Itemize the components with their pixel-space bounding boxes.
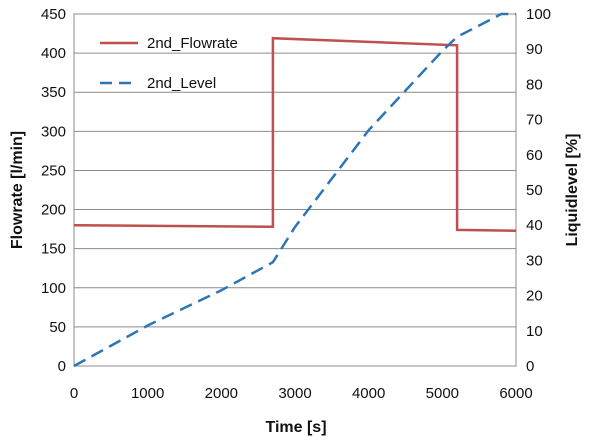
y2-tick-label: 70 — [526, 112, 543, 129]
y-tick-label: 450 — [41, 6, 66, 23]
y2-tick-label: 10 — [526, 323, 543, 340]
y2-tick-label: 80 — [526, 76, 543, 93]
y-tick-label: 0 — [58, 358, 66, 375]
y2-axis-title: Liquidlevel [%] — [564, 134, 581, 247]
legend: 2nd_Flowrate 2nd_Level — [100, 35, 238, 92]
y-tick-label: 150 — [41, 241, 66, 258]
y-axis-title: Flowrate [l/min] — [9, 131, 26, 249]
legend-label-flowrate: 2nd_Flowrate — [147, 35, 238, 52]
y-tick-label: 350 — [41, 84, 66, 101]
plot-area — [73, 13, 517, 367]
y2-tick-label: 50 — [526, 182, 543, 199]
series-line-2nd-flowrate — [73, 36, 517, 232]
y2-tick-label: 0 — [526, 358, 534, 375]
y-tick-label: 50 — [49, 319, 66, 336]
x-axis-title: Time [s] — [265, 419, 326, 436]
y2-tick-label: 60 — [526, 147, 543, 164]
y-tick-label: 200 — [41, 202, 66, 219]
x-tick-label: 4000 — [352, 385, 385, 402]
x-tick-label: 2000 — [205, 385, 238, 402]
x-tick-label: 3000 — [278, 385, 311, 402]
x-tick-label: 6000 — [499, 385, 532, 402]
y-tick-label: 400 — [41, 45, 66, 62]
tick-labels: 0 50 100 150 200 250 300 350 400 450 0 10 20 30 40 50 60… — [41, 6, 551, 402]
y2-tick-label: 100 — [526, 6, 551, 23]
y2-tick-label: 30 — [526, 252, 543, 269]
x-tick-label: 5000 — [426, 385, 459, 402]
legend-label-level: 2nd_Level — [147, 75, 216, 92]
y-tick-label: 100 — [41, 280, 66, 297]
y-tick-label: 250 — [41, 162, 66, 179]
x-tick-label: 0 — [70, 385, 78, 402]
series-layer — [73, 12, 517, 368]
y2-tick-label: 40 — [526, 217, 543, 234]
series-line-2nd-level — [73, 12, 516, 368]
y2-tick-label: 90 — [526, 41, 543, 58]
y2-tick-label: 20 — [526, 288, 543, 305]
y-tick-label: 300 — [41, 123, 66, 140]
x-tick-label: 1000 — [131, 385, 164, 402]
